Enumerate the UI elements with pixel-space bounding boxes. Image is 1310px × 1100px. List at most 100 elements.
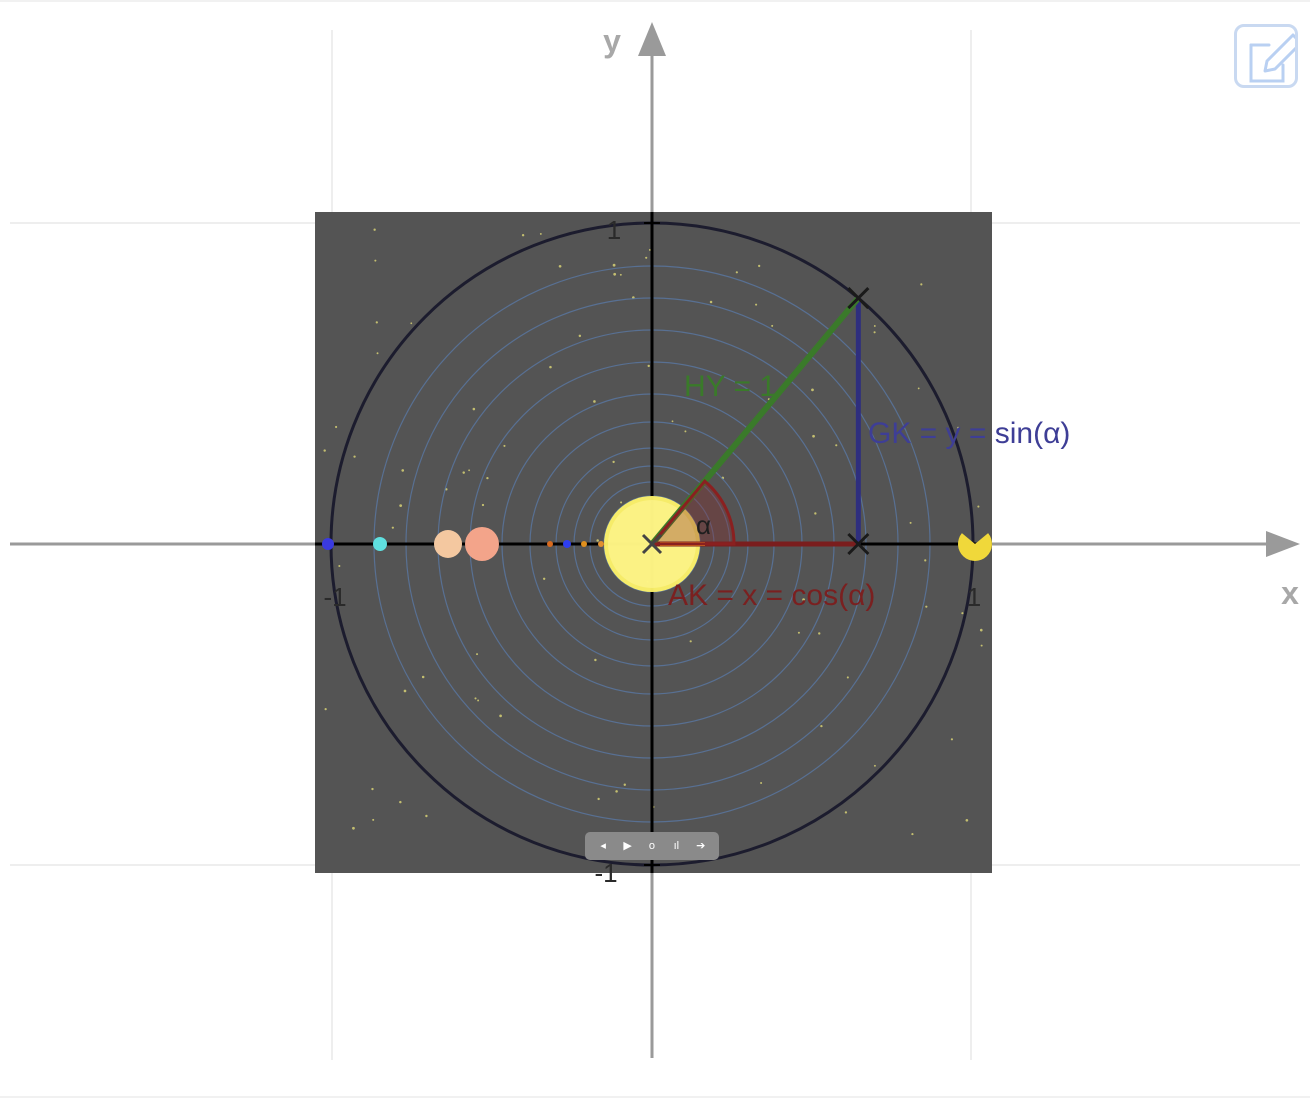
star bbox=[410, 322, 413, 325]
star bbox=[873, 764, 876, 767]
star bbox=[578, 334, 582, 338]
y-axis-arrow-icon bbox=[638, 22, 666, 56]
opposite-label: GK = y = sin(α) bbox=[868, 417, 1070, 450]
tick-label-y-pos: 1 bbox=[607, 215, 621, 245]
star bbox=[372, 818, 375, 821]
star bbox=[486, 476, 489, 480]
star bbox=[399, 504, 403, 508]
star bbox=[558, 264, 562, 268]
star bbox=[594, 658, 597, 662]
star bbox=[374, 259, 377, 262]
reset-button[interactable]: o bbox=[648, 839, 656, 852]
star bbox=[323, 449, 326, 452]
planet-saturn bbox=[434, 530, 462, 558]
star bbox=[925, 605, 928, 608]
star bbox=[391, 526, 394, 529]
star bbox=[835, 444, 838, 447]
star bbox=[338, 564, 341, 568]
planet-mars bbox=[547, 541, 553, 547]
star bbox=[980, 644, 983, 647]
star bbox=[645, 256, 648, 259]
angle-label: α bbox=[696, 510, 711, 540]
star bbox=[979, 628, 983, 632]
star bbox=[760, 781, 763, 784]
star bbox=[371, 787, 374, 791]
star bbox=[612, 460, 615, 464]
star bbox=[689, 640, 692, 643]
star bbox=[476, 653, 479, 656]
y-axis-label: y bbox=[603, 23, 621, 59]
star bbox=[812, 434, 815, 438]
planet-uranus bbox=[373, 537, 387, 551]
star bbox=[755, 303, 758, 306]
star bbox=[542, 577, 546, 580]
star bbox=[623, 783, 626, 786]
star bbox=[352, 826, 355, 830]
star bbox=[399, 800, 402, 804]
point-h-marker bbox=[847, 287, 870, 310]
tick-label-x-neg: -1 bbox=[323, 582, 346, 612]
star bbox=[324, 707, 327, 711]
animation-controls: ◂ ▶ o ıl ➔ bbox=[585, 832, 719, 860]
star bbox=[468, 469, 471, 472]
top-border bbox=[0, 0, 1310, 2]
x-axis-arrow-icon bbox=[1266, 531, 1300, 557]
star bbox=[462, 471, 465, 474]
pencil-edit-icon bbox=[1249, 33, 1295, 83]
star bbox=[811, 388, 814, 392]
planet-venus bbox=[581, 541, 587, 547]
planet-mercury bbox=[598, 541, 604, 547]
star bbox=[597, 797, 600, 801]
step-back-button[interactable]: ◂ bbox=[600, 839, 606, 852]
star bbox=[909, 521, 912, 524]
planet-neptune bbox=[322, 538, 334, 550]
star bbox=[421, 675, 425, 679]
star bbox=[620, 501, 623, 504]
tick-label-y-neg: -1 bbox=[594, 858, 617, 888]
star bbox=[481, 503, 485, 507]
star bbox=[477, 699, 480, 702]
star bbox=[965, 818, 969, 822]
star bbox=[593, 400, 596, 403]
star bbox=[977, 505, 980, 508]
star bbox=[684, 430, 687, 433]
star bbox=[758, 264, 761, 268]
adjacent-label: AK = x = cos(α) bbox=[668, 579, 875, 612]
star bbox=[403, 689, 407, 693]
star bbox=[472, 407, 476, 411]
planet-jupiter bbox=[465, 527, 499, 561]
star bbox=[401, 469, 405, 472]
star bbox=[353, 455, 356, 458]
star bbox=[956, 426, 960, 429]
star bbox=[950, 738, 954, 741]
star bbox=[844, 811, 848, 814]
planet-earth bbox=[563, 540, 571, 548]
bottom-border bbox=[0, 1096, 1310, 1098]
hypotenuse-label: HY = 1 bbox=[684, 370, 776, 403]
star bbox=[917, 387, 920, 390]
star bbox=[771, 324, 774, 327]
chart-button[interactable]: ıl bbox=[673, 839, 680, 852]
star bbox=[671, 420, 674, 423]
star bbox=[376, 352, 379, 355]
star bbox=[818, 632, 821, 635]
star bbox=[873, 331, 876, 334]
edit-button[interactable] bbox=[1234, 24, 1298, 88]
star bbox=[924, 559, 927, 562]
point-k-marker bbox=[847, 532, 870, 556]
star bbox=[474, 697, 477, 700]
play-button[interactable]: ▶ bbox=[623, 839, 632, 852]
star bbox=[425, 814, 428, 818]
star bbox=[735, 271, 738, 274]
star bbox=[521, 234, 525, 237]
point-a-marker bbox=[641, 533, 663, 555]
star bbox=[709, 300, 713, 304]
star bbox=[499, 714, 502, 718]
star bbox=[612, 263, 616, 267]
star bbox=[961, 612, 964, 615]
x-axis-label: x bbox=[1281, 575, 1299, 611]
star bbox=[335, 425, 338, 429]
star bbox=[615, 790, 618, 793]
step-forward-button[interactable]: ➔ bbox=[696, 839, 706, 852]
